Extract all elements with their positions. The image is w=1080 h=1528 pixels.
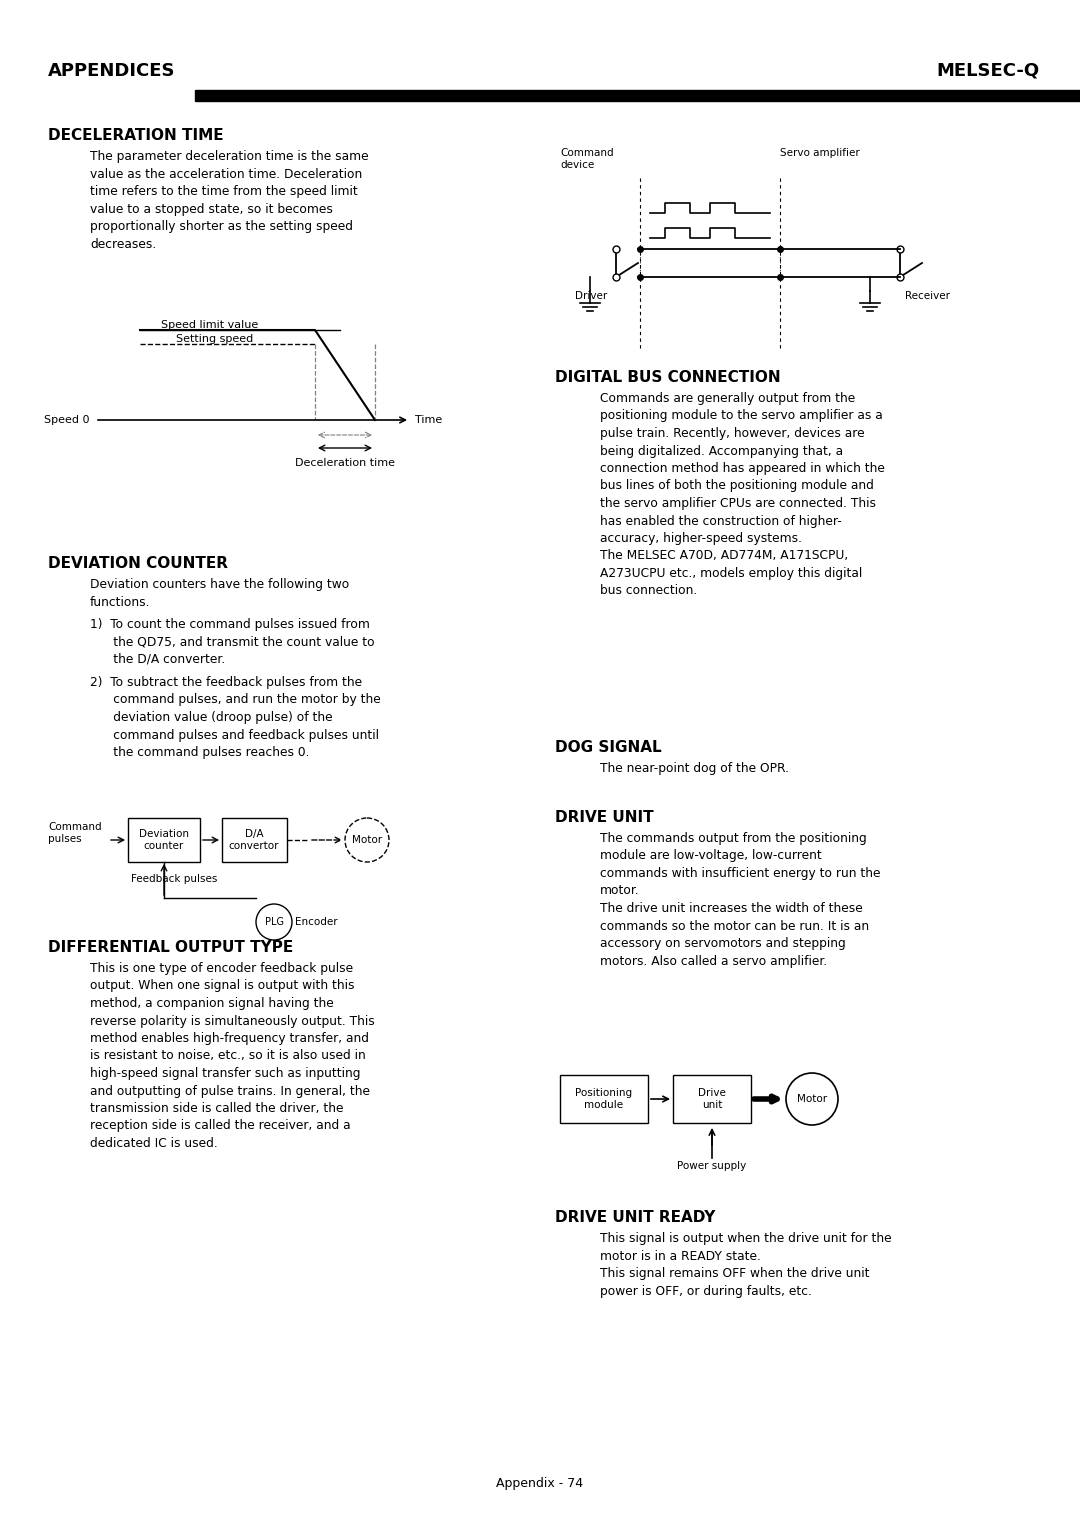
Bar xyxy=(129,817,200,862)
Text: Motor: Motor xyxy=(797,1094,827,1105)
Text: Appendix - 74: Appendix - 74 xyxy=(497,1478,583,1490)
Text: PLG: PLG xyxy=(265,917,283,927)
Bar xyxy=(561,1076,648,1123)
Text: The parameter deceleration time is the same
value as the acceleration time. Dece: The parameter deceleration time is the s… xyxy=(90,150,368,251)
Text: 2)  To subtract the feedback pulses from the
      command pulses, and run the m: 2) To subtract the feedback pulses from … xyxy=(90,675,381,759)
Text: DECELERATION TIME: DECELERATION TIME xyxy=(48,128,224,144)
Text: APPENDICES: APPENDICES xyxy=(48,63,175,79)
Text: Power supply: Power supply xyxy=(677,1161,746,1170)
Text: MELSEC-Q: MELSEC-Q xyxy=(936,63,1040,79)
Text: 1)  To count the command pulses issued from
      the QD75, and transmit the cou: 1) To count the command pulses issued fr… xyxy=(90,617,375,666)
Text: DIFFERENTIAL OUTPUT TYPE: DIFFERENTIAL OUTPUT TYPE xyxy=(48,940,294,955)
Text: This signal is output when the drive unit for the
motor is in a READY state.
Thi: This signal is output when the drive uni… xyxy=(600,1232,892,1297)
Text: Encoder: Encoder xyxy=(295,917,338,927)
Text: Command
pulses: Command pulses xyxy=(48,822,102,845)
Text: Drive
unit: Drive unit xyxy=(698,1088,726,1111)
Text: Receiver: Receiver xyxy=(905,290,950,301)
Text: Positioning
module: Positioning module xyxy=(576,1088,633,1111)
Bar xyxy=(195,90,1080,101)
Text: The near-point dog of the OPR.: The near-point dog of the OPR. xyxy=(600,762,789,775)
Text: Setting speed: Setting speed xyxy=(176,335,254,344)
Text: DOG SIGNAL: DOG SIGNAL xyxy=(555,740,662,755)
Text: Deviation counters have the following two
functions.: Deviation counters have the following tw… xyxy=(90,578,349,608)
Text: Time: Time xyxy=(415,416,442,425)
Text: Speed limit value: Speed limit value xyxy=(161,319,258,330)
Text: Speed 0: Speed 0 xyxy=(44,416,90,425)
Text: The commands output from the positioning
module are low-voltage, low-current
com: The commands output from the positioning… xyxy=(600,833,880,967)
Text: DRIVE UNIT: DRIVE UNIT xyxy=(555,810,653,825)
Text: Driver: Driver xyxy=(575,290,607,301)
Text: DEVIATION COUNTER: DEVIATION COUNTER xyxy=(48,556,228,571)
Text: Deviation
counter: Deviation counter xyxy=(139,828,189,851)
Text: Command
device: Command device xyxy=(561,148,613,171)
Text: DRIVE UNIT READY: DRIVE UNIT READY xyxy=(555,1210,715,1225)
Bar xyxy=(673,1076,751,1123)
Text: Feedback pulses: Feedback pulses xyxy=(131,874,217,885)
Text: DIGITAL BUS CONNECTION: DIGITAL BUS CONNECTION xyxy=(555,370,781,385)
Text: Servo amplifier: Servo amplifier xyxy=(780,148,860,157)
Text: This is one type of encoder feedback pulse
output. When one signal is output wit: This is one type of encoder feedback pul… xyxy=(90,963,375,1151)
Text: D/A
convertor: D/A convertor xyxy=(229,828,280,851)
Text: Deceleration time: Deceleration time xyxy=(295,458,395,468)
Text: Motor: Motor xyxy=(352,834,382,845)
Bar xyxy=(222,817,287,862)
Text: Commands are generally output from the
positioning module to the servo amplifier: Commands are generally output from the p… xyxy=(600,393,885,597)
